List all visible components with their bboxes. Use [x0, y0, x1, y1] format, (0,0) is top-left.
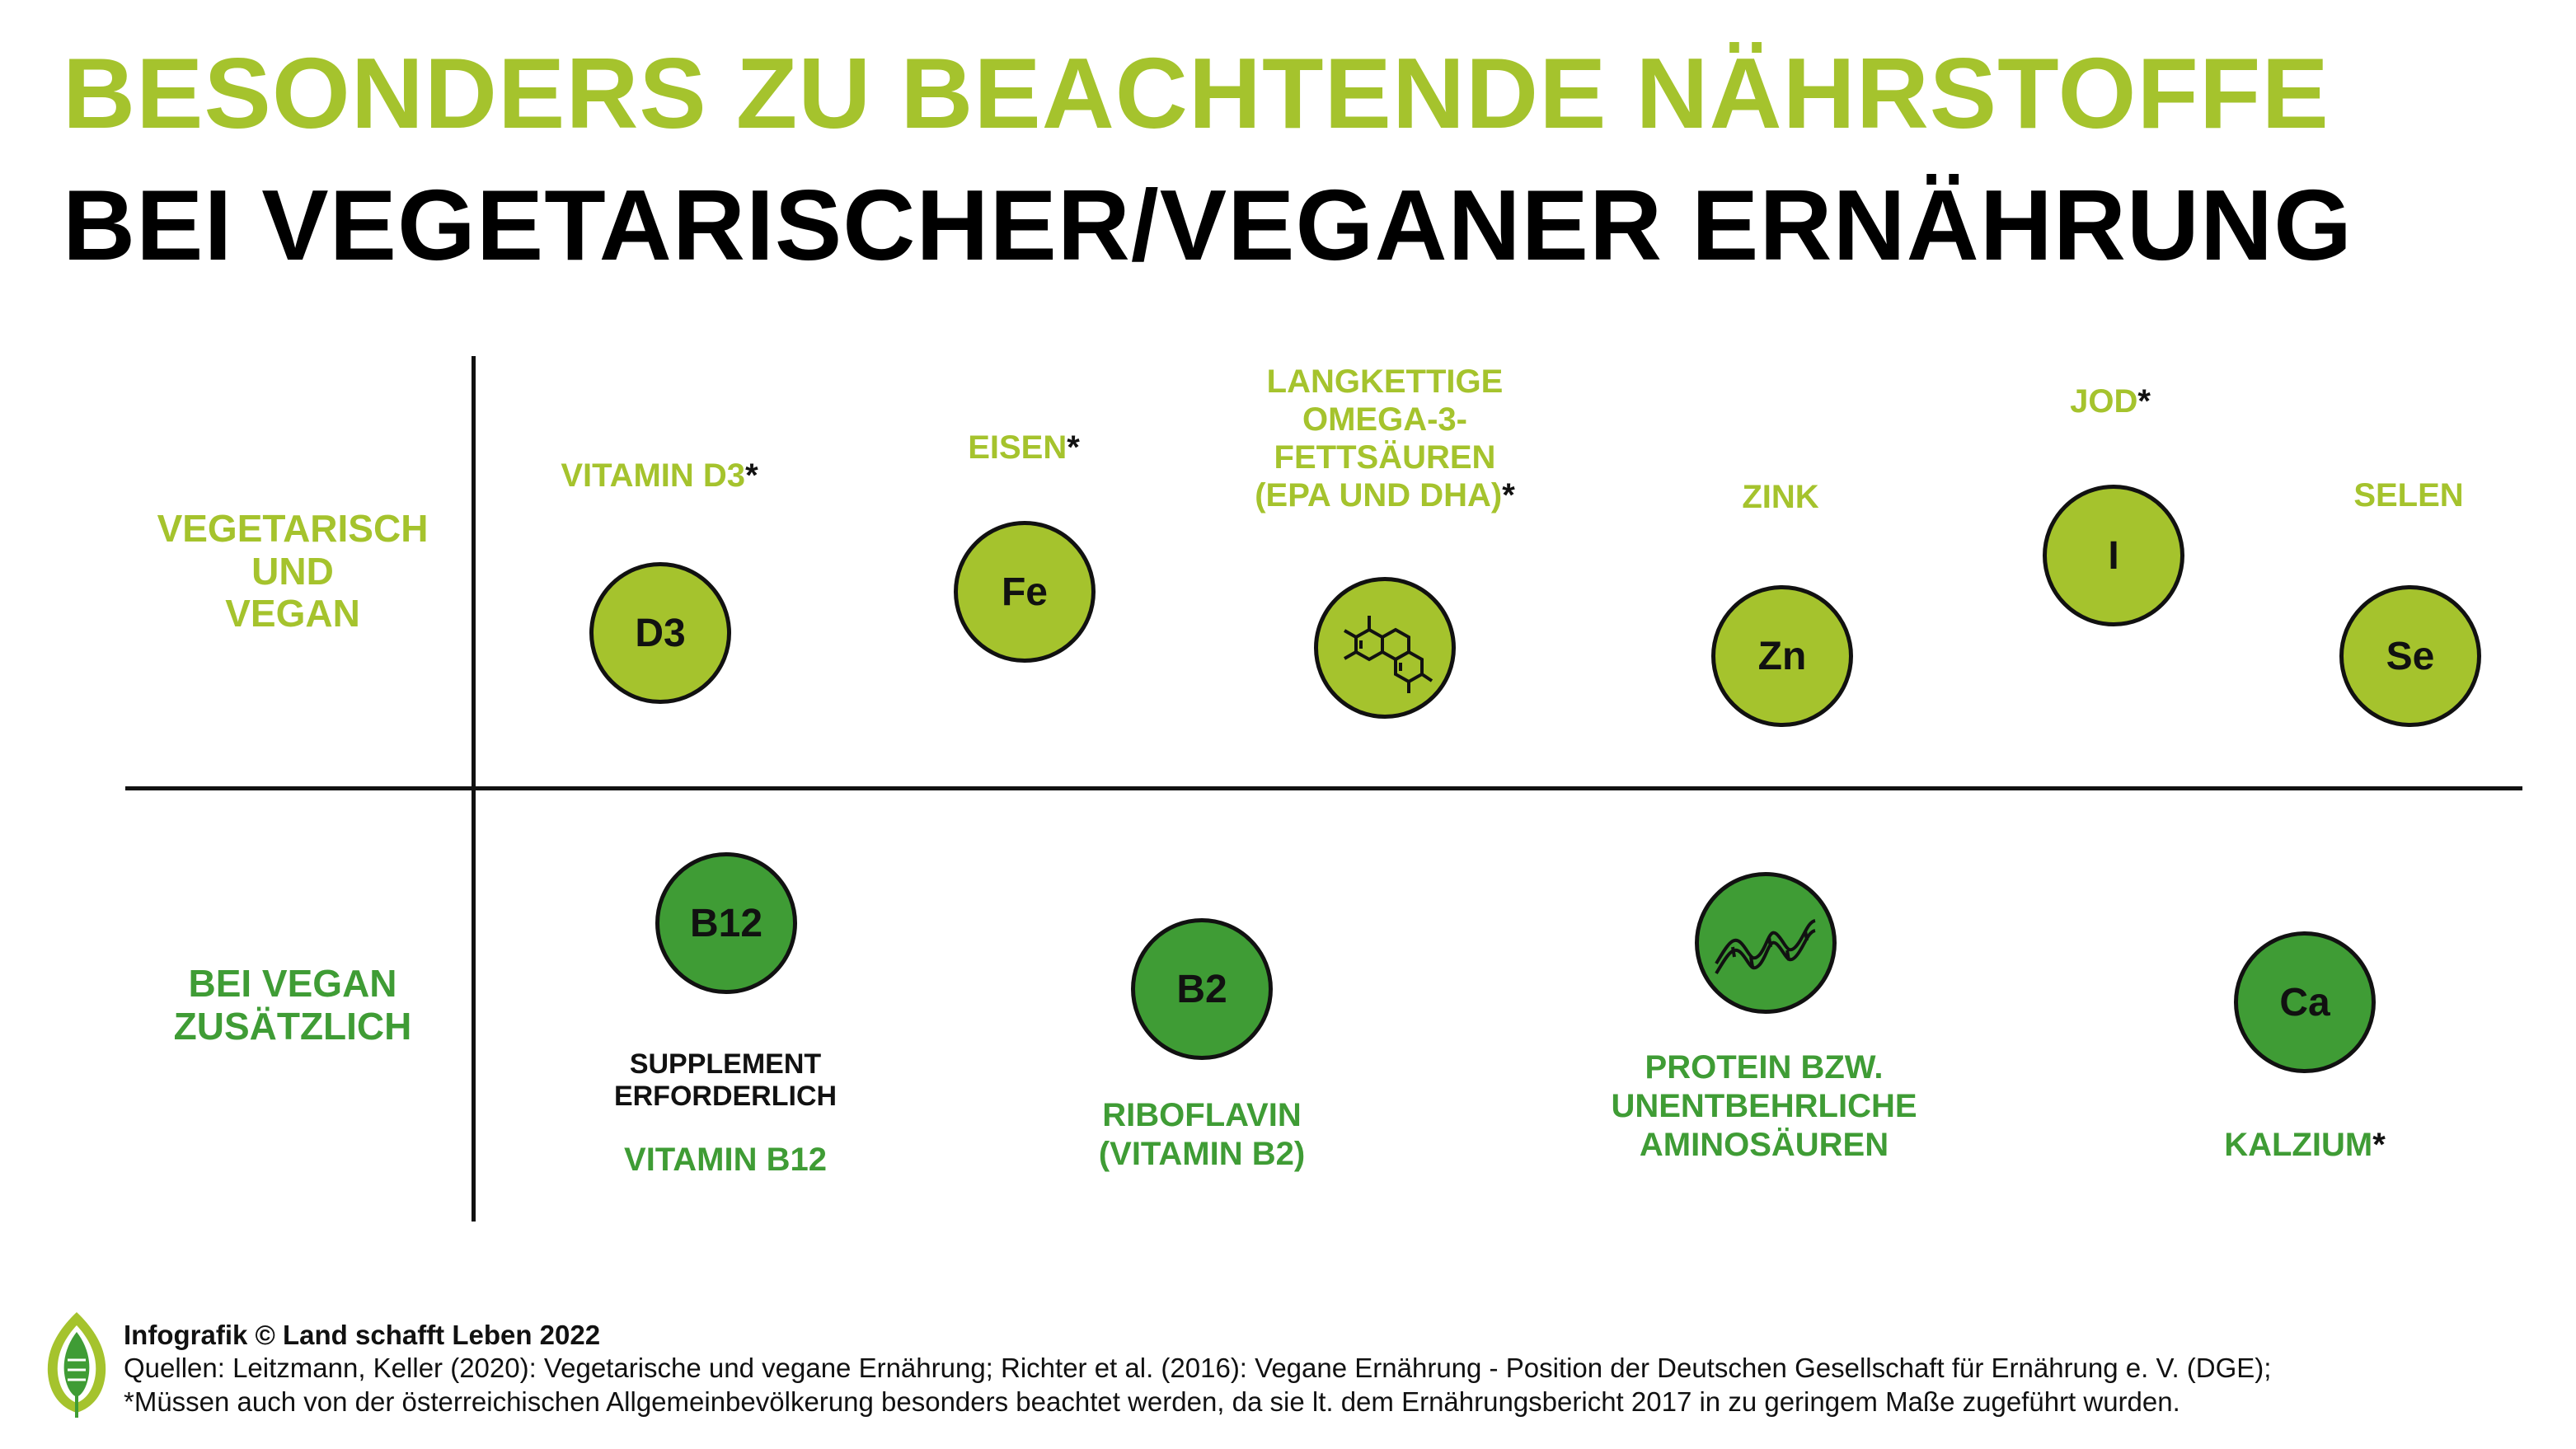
symbol-b12: B12 [689, 901, 763, 945]
label-zink: ZINK [1742, 479, 1819, 515]
row-label-vegan: BEI VEGAN ZUSÄTZLICH [173, 962, 412, 1048]
label-omega-3: LANGKETTIGE OMEGA-3- FETTSÄUREN (EPA UND… [1255, 363, 1515, 513]
circle-eisen: Fe [954, 521, 1096, 663]
label-jod: JOD* [2070, 383, 2151, 420]
label-vitamin-b12: VITAMIN B12 [624, 1142, 827, 1178]
label-selen: SELEN [2353, 477, 2464, 513]
label-riboflavin: RIBOFLAVIN (VITAMIN B2) [1098, 1097, 1306, 1173]
title-line-1: BESONDERS ZU BEACHTENDE NÄHRSTOFFE [63, 37, 2330, 149]
row-label-vegetarian: VEGETARISCH UND VEGAN [157, 507, 429, 635]
circle-protein [1695, 872, 1837, 1014]
circle-vitamin-d3: D3 [589, 562, 731, 704]
supplement-note: SUPPLEMENT ERFORDERLICH [613, 1048, 838, 1113]
symbol-zn: Zn [1757, 634, 1807, 678]
symbol-i: I [2108, 533, 2119, 578]
symbol-se: Se [2386, 634, 2435, 678]
circle-vitamin-b12: B12 [655, 852, 797, 994]
circle-zink: Zn [1711, 585, 1853, 727]
circle-jod: I [2043, 485, 2184, 626]
title-line-2: BEI VEGETARISCHER/VEGANER ERNÄHRUNG [63, 169, 2353, 281]
footer: Infografik © Land schafft Leben 2022 Que… [124, 1319, 2271, 1419]
footer-sources: Quellen: Leitzmann, Keller (2020): Veget… [124, 1353, 2272, 1384]
footer-credit: Infografik © Land schafft Leben 2022 [124, 1320, 601, 1350]
protein-helix-icon [1715, 919, 1816, 975]
circle-riboflavin: B2 [1131, 918, 1273, 1060]
symbol-b2: B2 [1176, 967, 1227, 1011]
symbol-ca: Ca [2279, 980, 2330, 1025]
circle-kalzium: Ca [2234, 931, 2376, 1073]
molecule-icon [1344, 616, 1433, 693]
horizontal-divider [125, 786, 2522, 790]
circle-omega-3 [1314, 577, 1456, 719]
symbol-fe: Fe [1001, 570, 1048, 614]
label-kalzium: KALZIUM* [2224, 1127, 2386, 1163]
label-vitamin-d3: VITAMIN D3* [561, 457, 758, 494]
label-eisen: EISEN* [968, 429, 1080, 466]
circle-selen: Se [2339, 585, 2481, 727]
symbol-d3: D3 [635, 611, 686, 655]
footer-note: *Müssen auch von der österreichischen Al… [124, 1386, 2180, 1417]
leaf-logo-icon [47, 1312, 106, 1418]
label-protein: PROTEIN BZW. UNENTBEHRLICHE AMINOSÄUREN [1611, 1049, 1917, 1164]
